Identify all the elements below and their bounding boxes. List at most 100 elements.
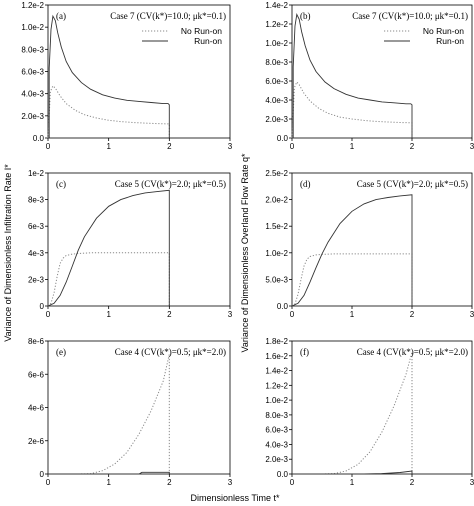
x-tick-label: 0 (46, 478, 51, 487)
y-tick-label: 2.0e-2 (265, 196, 288, 205)
y-tick-label: 2e-3 (28, 275, 45, 284)
y-tick-label: 0.0 (33, 134, 45, 143)
y-tick-label: 4.0e-3 (265, 440, 288, 449)
x-axis-label: Dimensionless Time t* (190, 493, 280, 503)
legend-label-no-run-on: No Run-on (181, 26, 222, 36)
panel-label: (c) (56, 179, 66, 189)
case-label: Case 7 (CV(k*)=10.0; μk*=0.1) (110, 11, 226, 21)
y-tick-label: 1.0e-2 (265, 39, 288, 48)
y-tick-label: 6.0e-3 (265, 426, 288, 435)
x-tick-label: 2 (410, 310, 415, 319)
y-tick-label: 1.0e-2 (21, 23, 44, 32)
x-tick-label: 0 (290, 142, 295, 151)
x-tick-label: 0 (46, 142, 51, 151)
x-tick-label: 0 (290, 310, 295, 319)
plot-frame (47, 4, 231, 139)
panel-e: 0 1 2 3 0 2e-6 4e-6 6e-6 8e-6 (e) Case 4 (CV(k*)=0… (28, 337, 233, 487)
x-tick-label: 1 (350, 478, 355, 487)
x-tick-label: 3 (228, 478, 233, 487)
series-no-run-on (292, 351, 413, 475)
legend-label-run-on: Run-on (194, 36, 222, 46)
y-tick-label: 6.0e-3 (265, 77, 288, 86)
y-tick-label: 0.0 (277, 302, 289, 311)
y-tick-label: 1.2e-2 (265, 20, 288, 29)
case-label: Case 4 (CV(k*)=0.5; μk*=2.0) (357, 347, 468, 357)
y-tick-label: 1.5e-2 (265, 222, 288, 231)
series-run-on (291, 194, 413, 307)
panel-label: (d) (300, 179, 311, 189)
y-tick-label: 0.0 (277, 470, 289, 479)
series-run-on (292, 470, 413, 475)
panel-label: (f) (300, 347, 309, 357)
y-tick-label: 5.0e-3 (265, 275, 288, 284)
x-tick-label: 1 (350, 142, 355, 151)
y-tick-label: 0 (40, 470, 45, 479)
y-tick-label: 0 (40, 302, 45, 311)
series-no-run-on (48, 354, 170, 475)
y-tick-label: 2.0e-3 (265, 455, 288, 464)
plot-frame (47, 172, 231, 307)
series-no-run-on (47, 252, 170, 307)
case-label: Case 5 (CV(k*)=2.0; μk*=0.5) (115, 179, 226, 189)
plot-frame (291, 172, 473, 307)
y-tick-label: 4e-6 (28, 404, 45, 413)
series-run-on (47, 189, 170, 307)
series-run-on (48, 14, 170, 139)
panel-label: (a) (56, 11, 66, 21)
y-tick-label: 8.0e-3 (265, 411, 288, 420)
x-tick-label: 2 (167, 310, 172, 319)
x-tick-label: 1 (106, 478, 111, 487)
y-tick-label: 8e-3 (28, 196, 45, 205)
y-tick-label: 6e-3 (28, 222, 45, 231)
x-tick-label: 1 (106, 310, 111, 319)
case-label: Case 5 (CV(k*)=2.0; μk*=0.5) (357, 179, 468, 189)
series-no-run-on (291, 81, 413, 139)
y-tick-label: 1.4e-2 (265, 367, 288, 376)
y-tick-label: 1.4e-2 (265, 1, 288, 10)
y-tick-label: 2.0e-3 (21, 112, 44, 121)
series-no-run-on (291, 253, 413, 307)
y-axis-label-right: Variance of Dimensionless Overland Flow … (240, 153, 250, 352)
y-tick-label: 1.6e-2 (265, 352, 288, 361)
case-label: Case 4 (CV(k*)=0.5; μk*=2.0) (115, 347, 226, 357)
x-tick-label: 2 (410, 478, 415, 487)
y-tick-label: 8.0e-3 (21, 45, 44, 54)
panel-f: 0 1 2 3 0.0 2.0e-3 4.0e-3 6.0e-3 8.0e-3 1.0e-2 1.2… (265, 337, 474, 487)
legend-label-run-on: Run-on (436, 36, 464, 46)
x-tick-label: 3 (228, 310, 233, 319)
y-tick-label: 4.0e-3 (21, 90, 44, 99)
y-tick-label: 2.0e-3 (265, 115, 288, 124)
plot-frame (47, 340, 231, 475)
y-tick-label: 8.0e-3 (265, 58, 288, 67)
case-label: Case 7 (CV(k*)=10.0; μk*=0.1) (352, 11, 468, 21)
y-tick-label: 1.2e-2 (21, 1, 44, 10)
x-tick-label: 0 (290, 478, 295, 487)
y-tick-label: 2e-6 (28, 437, 45, 446)
y-tick-label: 6e-6 (28, 370, 45, 379)
y-tick-label: 1.8e-2 (265, 337, 288, 346)
y-tick-label: 4e-3 (28, 249, 45, 258)
panel-c: 0 1 2 3 0 2e-3 4e-3 6e-3 8e-3 1e-2 (c) Case 5 (CV(k… (28, 169, 233, 319)
y-tick-label: 6.0e-3 (21, 68, 44, 77)
y-tick-label: 4.0e-3 (265, 96, 288, 105)
y-tick-label: 1.0e-2 (265, 249, 288, 258)
y-tick-label: 1.0e-2 (265, 396, 288, 405)
legend-label-no-run-on: No Run-on (423, 26, 464, 36)
panels: 0 1 2 3 0.0 2.0e-3 4.0e-3 6.0e-3 8.0e-3 1.0e-2 1.2… (21, 1, 474, 487)
y-tick-label: 1.2e-2 (265, 381, 288, 390)
x-tick-label: 3 (470, 478, 474, 487)
series-no-run-on (47, 85, 170, 139)
x-tick-label: 2 (167, 478, 172, 487)
y-tick-label: 1e-2 (28, 169, 45, 178)
series-run-on (292, 13, 413, 139)
x-tick-label: 1 (350, 310, 355, 319)
panel-label: (e) (56, 347, 66, 357)
x-tick-label: 2 (167, 142, 172, 151)
x-tick-label: 2 (410, 142, 415, 151)
x-tick-label: 0 (46, 310, 51, 319)
y-axis-label-left: Variance of Dimensionless Infiltration R… (3, 164, 13, 342)
x-tick-label: 3 (470, 310, 474, 319)
